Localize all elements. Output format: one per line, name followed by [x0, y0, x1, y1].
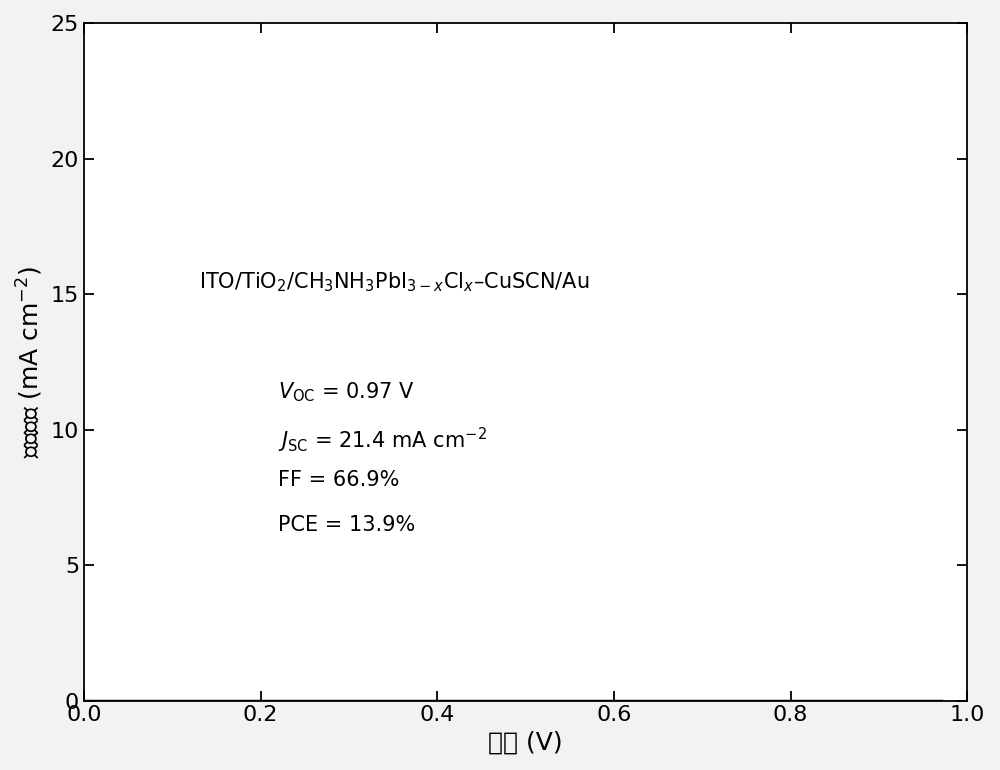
Text: $J_\mathrm{SC}$ = 21.4 mA cm$^{-2}$: $J_\mathrm{SC}$ = 21.4 mA cm$^{-2}$: [278, 426, 487, 454]
Text: ITO/TiO$_2$/CH$_3$NH$_3$PbI$_{3-x}$Cl$_x$–CuSCN/Au: ITO/TiO$_2$/CH$_3$NH$_3$PbI$_{3-x}$Cl$_x…: [199, 270, 589, 294]
Text: FF = 66.9%: FF = 66.9%: [278, 470, 400, 490]
Text: $V_\mathrm{OC}$ = 0.97 V: $V_\mathrm{OC}$ = 0.97 V: [278, 380, 415, 404]
Text: PCE = 13.9%: PCE = 13.9%: [278, 515, 416, 535]
X-axis label: 电压 (V): 电压 (V): [488, 731, 563, 755]
Y-axis label: 电流密度 (mA cm$^{-2}$): 电流密度 (mA cm$^{-2}$): [15, 266, 45, 458]
